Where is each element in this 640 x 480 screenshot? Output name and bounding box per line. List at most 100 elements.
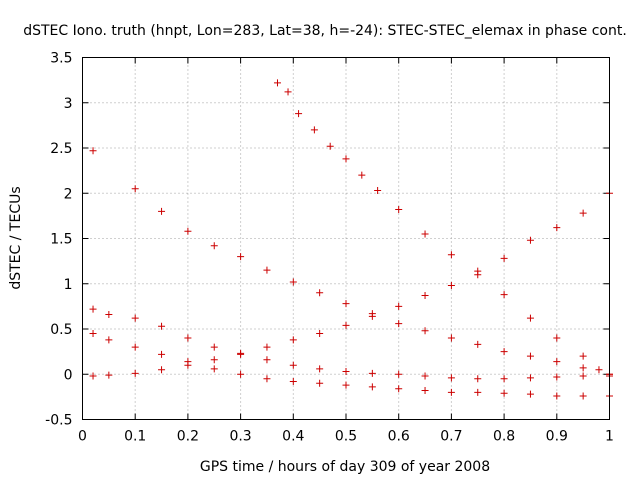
- x-tick-label: 0.1: [124, 429, 146, 445]
- x-tick-label: 0.8: [493, 429, 515, 445]
- data-point: [447, 334, 455, 342]
- data-point: [89, 305, 97, 313]
- data-point: [368, 383, 376, 391]
- x-tick-label: 0.7: [440, 429, 462, 445]
- chart-title: dSTEC Iono. truth (hnpt, Lon=283, Lat=38…: [23, 23, 627, 39]
- data-point: [342, 321, 350, 329]
- data-point: [395, 206, 403, 214]
- y-axis-label: dSTEC / TECUs: [8, 186, 24, 289]
- data-point: [447, 388, 455, 396]
- x-tick-label: 0.2: [177, 429, 199, 445]
- data-point: [579, 209, 587, 217]
- x-tick-labels: 0 0.1 0.2 0.3 0.4 0.5 0.6 0.7 0.8 0.9 1: [78, 429, 614, 445]
- data-point: [579, 392, 587, 400]
- data-point: [89, 147, 97, 155]
- data-point: [526, 236, 534, 244]
- data-point: [158, 322, 166, 330]
- data-point: [368, 312, 376, 320]
- data-point: [447, 374, 455, 382]
- x-tick-label: 0.4: [282, 429, 304, 445]
- data-point: [263, 266, 271, 274]
- data-point: [579, 352, 587, 360]
- x-tick-label: 0.5: [335, 429, 357, 445]
- data-point: [421, 387, 429, 395]
- data-point: [289, 336, 297, 344]
- data-point: [421, 292, 429, 300]
- x-tick-label: 0.9: [546, 429, 568, 445]
- data-point: [210, 242, 218, 250]
- data-point: [553, 392, 561, 400]
- data-point: [500, 348, 508, 356]
- data-point: [210, 356, 218, 364]
- data-point: [500, 254, 508, 262]
- data-points: [89, 79, 613, 400]
- data-point: [131, 185, 139, 193]
- data-point: [421, 372, 429, 380]
- data-point: [342, 368, 350, 376]
- data-point: [131, 314, 139, 322]
- data-point: [89, 330, 97, 338]
- data-point: [395, 302, 403, 310]
- data-point: [263, 343, 271, 351]
- data-point: [105, 336, 113, 344]
- data-point: [474, 375, 482, 383]
- data-point: [316, 379, 324, 387]
- x-tick-label: 0.6: [388, 429, 410, 445]
- data-point: [210, 343, 218, 351]
- x-tick-label: 0.3: [229, 429, 251, 445]
- y-tick-label: 0.5: [50, 322, 72, 338]
- data-point: [500, 291, 508, 299]
- data-point: [447, 251, 455, 259]
- data-point: [342, 155, 350, 163]
- data-point: [131, 369, 139, 377]
- data-point: [421, 230, 429, 238]
- data-point: [310, 126, 318, 134]
- y-tick-label: 3: [64, 96, 73, 112]
- data-point: [526, 374, 534, 382]
- data-point: [326, 142, 334, 150]
- data-point: [105, 311, 113, 319]
- data-point: [579, 372, 587, 380]
- y-tick-labels: -0.5 0 0.5 1 1.5 2 2.5 3 3.5: [45, 51, 72, 429]
- series-3: [89, 305, 613, 383]
- data-point: [500, 375, 508, 383]
- data-point: [553, 224, 561, 232]
- x-tick-label: 0: [78, 429, 87, 445]
- data-point: [342, 300, 350, 308]
- y-tick-label: 1.5: [50, 232, 72, 248]
- data-point: [237, 370, 245, 378]
- data-point: [526, 352, 534, 360]
- data-point: [395, 370, 403, 378]
- x-axis-label: GPS time / hours of day 309 of year 2008: [200, 459, 490, 475]
- data-point: [368, 369, 376, 377]
- data-point: [289, 377, 297, 385]
- data-point: [553, 358, 561, 366]
- grid: [82, 57, 610, 420]
- data-point: [263, 356, 271, 364]
- series-5: [89, 189, 613, 380]
- y-tick-label: 1: [64, 277, 73, 293]
- series-4: [89, 330, 613, 400]
- data-point: [295, 110, 303, 118]
- data-point: [158, 207, 166, 215]
- data-point: [131, 343, 139, 351]
- data-point: [579, 364, 587, 372]
- data-point: [316, 289, 324, 297]
- data-point: [474, 340, 482, 348]
- data-point: [237, 253, 245, 261]
- data-point: [342, 381, 350, 389]
- data-point: [395, 385, 403, 393]
- x-tick-label: 1: [605, 429, 614, 445]
- data-point: [210, 365, 218, 373]
- data-point: [553, 373, 561, 381]
- data-point: [553, 334, 561, 342]
- data-point: [237, 349, 245, 357]
- y-tick-label: 3.5: [50, 51, 72, 67]
- data-point: [474, 388, 482, 396]
- data-point: [105, 371, 113, 379]
- data-point: [273, 79, 281, 87]
- data-point: [263, 375, 271, 383]
- data-point: [289, 278, 297, 286]
- data-point: [89, 372, 97, 380]
